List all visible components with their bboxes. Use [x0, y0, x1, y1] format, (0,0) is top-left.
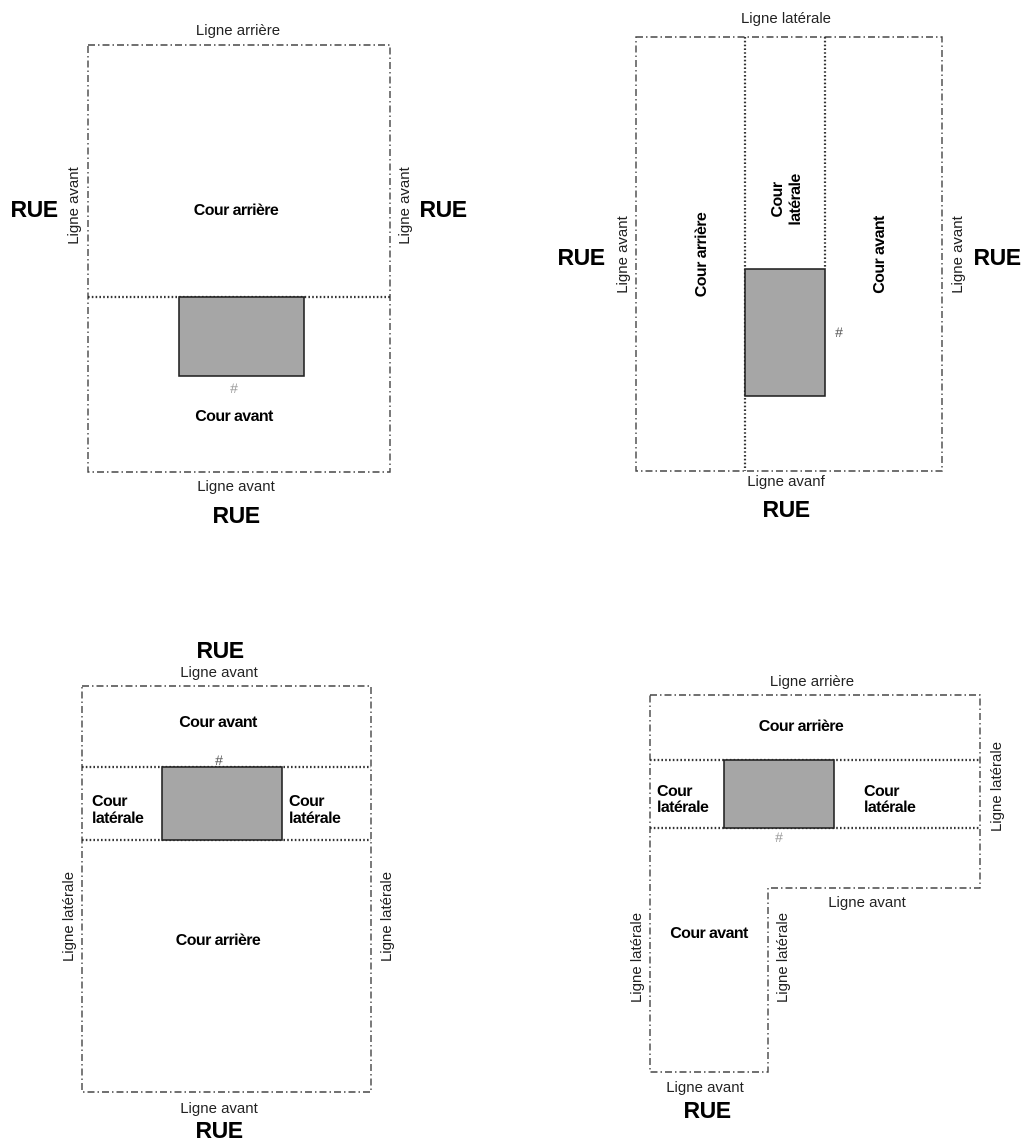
top-line-label: Ligne latérale: [741, 10, 831, 27]
inner-front-line-label: Ligne avant: [828, 894, 906, 911]
side-yard-label-line2: latérale: [787, 174, 804, 226]
left-side-yard-line1: Cour: [657, 783, 692, 800]
bottom-line-label: Ligne avant: [180, 1100, 258, 1117]
bottom-line-label: Ligne avant: [666, 1079, 744, 1096]
bottom-line-label: Ligne avant: [197, 478, 275, 495]
right-line-label: Ligne avant: [949, 215, 966, 293]
bottom-street-label: RUE: [762, 496, 809, 522]
bottom-street-label: RUE: [683, 1097, 730, 1123]
lot-outline: [87, 44, 391, 473]
right-street-label: RUE: [419, 196, 466, 222]
building: [178, 296, 305, 377]
building: [161, 766, 283, 841]
left-side-yard-line2: latérale: [657, 799, 709, 816]
right-street-label: RUE: [973, 244, 1020, 270]
front-yard-label: Cour avant: [179, 714, 258, 731]
front-yard-label: Cour avant: [871, 215, 888, 294]
diagram-3: RUE Ligne avant Cour avant # Cour latéra…: [60, 637, 395, 1141]
rear-yard-label: Cour arrière: [194, 202, 279, 219]
right-line-label: Ligne latérale: [378, 872, 395, 962]
setback-marker: #: [230, 380, 238, 396]
setback-marker: #: [775, 829, 783, 845]
front-yard-label: Cour avant: [195, 408, 274, 425]
left-side-yard-line2: latérale: [92, 810, 144, 827]
left-line-label: Ligne latérale: [628, 913, 645, 1003]
diagram-2: Ligne latérale Ligne avant Ligne avant L…: [557, 10, 1021, 522]
side-yard-label-line1: Cour: [769, 182, 786, 217]
rear-yard-label: Cour arrière: [759, 718, 844, 735]
diagram-4: Ligne arrière Cour arrière Cour latérale…: [628, 673, 1005, 1123]
bottom-street-label: RUE: [195, 1117, 242, 1141]
right-side-yard-line2: latérale: [864, 799, 916, 816]
right-side-yard-line2: latérale: [289, 810, 341, 827]
right-side-yard-line1: Cour: [864, 783, 899, 800]
top-line-label: Ligne arrière: [196, 22, 280, 39]
front-yard-label: Cour avant: [670, 925, 749, 942]
rear-yard-label: Cour arrière: [693, 212, 710, 297]
left-street-label: RUE: [557, 244, 604, 270]
top-line-label: Ligne arrière: [770, 673, 854, 690]
lot-outline: [649, 694, 981, 1073]
diagram-1: Ligne arrière Ligne avant Ligne avant Li…: [10, 22, 467, 528]
left-side-yard-line1: Cour: [92, 793, 127, 810]
left-line-label: Ligne avant: [614, 215, 631, 293]
building: [744, 268, 826, 397]
rear-yard-label: Cour arrière: [176, 932, 261, 949]
left-street-label: RUE: [10, 196, 57, 222]
lot-outline: [635, 36, 943, 472]
top-street-label: RUE: [196, 637, 243, 663]
building: [723, 759, 835, 829]
bottom-street-label: RUE: [212, 502, 259, 528]
setback-marker: #: [215, 752, 223, 768]
right-line-label: Ligne latérale: [988, 742, 1005, 832]
right-line-label: Ligne avant: [396, 166, 413, 244]
left-line-label: Ligne avant: [65, 166, 82, 244]
setback-marker: #: [835, 324, 843, 340]
middle-line-label: Ligne latérale: [774, 913, 791, 1003]
left-line-label: Ligne latérale: [60, 872, 77, 962]
bottom-line-label: Ligne avanf: [747, 473, 825, 490]
top-line-label: Ligne avant: [180, 664, 258, 681]
right-side-yard-line1: Cour: [289, 793, 324, 810]
lot-outline: [81, 685, 372, 1093]
